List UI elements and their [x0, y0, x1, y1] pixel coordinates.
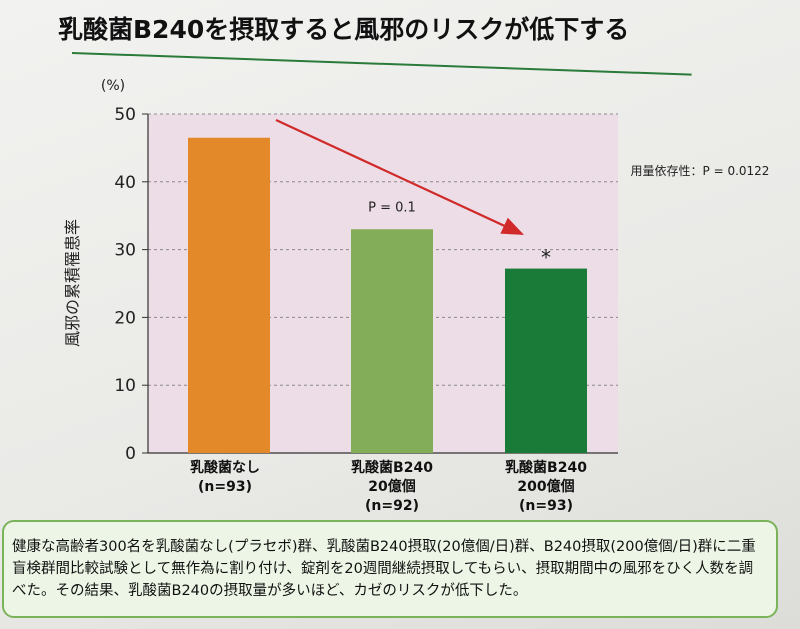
x-category-label: 乳酸菌B240 [351, 459, 433, 476]
y-tick-label: 30 [114, 241, 136, 261]
y-axis-label: 風邪の累積罹患率 [63, 219, 82, 347]
y-tick-label: 20 [114, 308, 136, 328]
p-value-label: P = 0.1 [368, 200, 416, 215]
x-category-label: (n=93) [519, 498, 573, 514]
bar [188, 137, 270, 454]
description-text: 健康な高齢者300名を乳酸菌なし(プラセボ)群、乳酸菌B240摂取(20億個/日… [12, 539, 756, 599]
x-category-label: 乳酸菌B240 [505, 459, 587, 476]
y-tick-label: 50 [114, 105, 136, 125]
x-category-label: 20億個 [368, 478, 415, 495]
dose-trend-label: 用量依存性：P = 0.0122 [631, 163, 770, 178]
y-tick-label: 40 [114, 173, 136, 193]
x-category-label: (n=93) [198, 479, 252, 495]
x-category-label: 200億個 [517, 478, 574, 495]
chart-title: 乳酸菌B240を摂取すると風邪のリスクが低下する [58, 14, 758, 45]
y-unit-label: (%) [101, 78, 125, 94]
chart-title-text: 乳酸菌B240を摂取すると風邪のリスクが低下する [58, 15, 630, 44]
y-tick-label: 10 [114, 376, 136, 396]
y-tick-label: 0 [125, 444, 136, 464]
x-category-label: 乳酸菌なし [190, 459, 260, 476]
x-category-label: (n=92) [365, 498, 419, 514]
description-box: 健康な高齢者300名を乳酸菌なし(プラセボ)群、乳酸菌B240摂取(20億個/日… [2, 520, 778, 618]
significance-star: * [541, 246, 551, 270]
bar [351, 229, 433, 453]
trend-arrow [275, 119, 524, 235]
bar [505, 268, 587, 453]
